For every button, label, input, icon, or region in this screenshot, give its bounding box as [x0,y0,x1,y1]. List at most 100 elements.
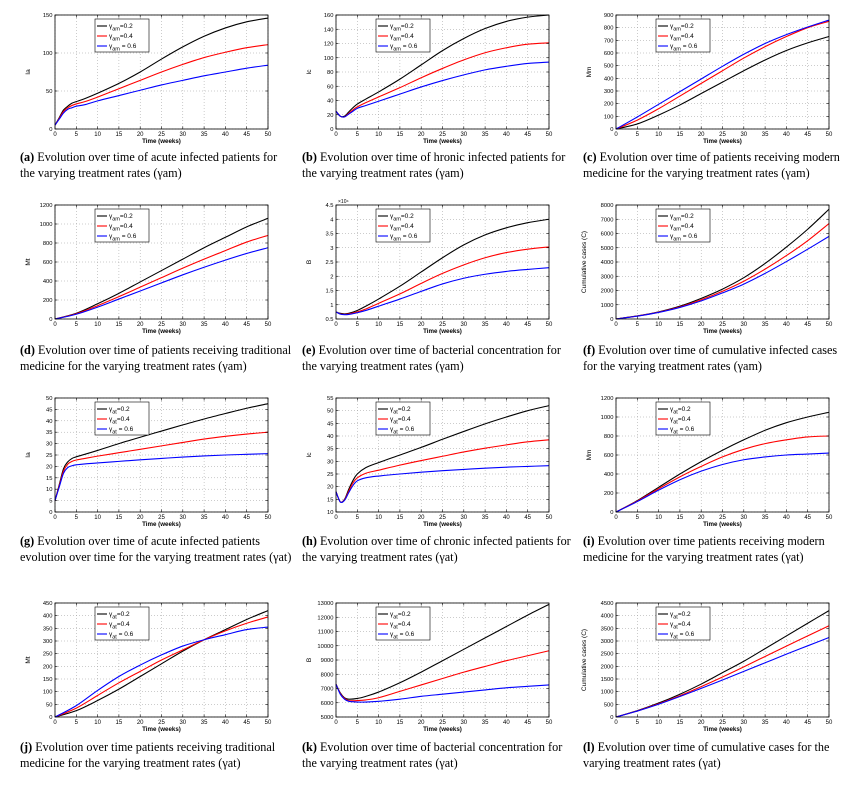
x-tick-label: 30 [460,132,467,138]
series-line-3 [54,453,269,501]
legend-entry-1: γam=0.2 [109,213,133,223]
caption-text: Evolution over time of cumulative infect… [583,343,838,373]
x-tick-label: 10 [94,322,101,328]
x-axis-label: Time (weeks) [423,521,462,528]
caption-k: (k) Evolution over time of bacterial con… [302,740,574,771]
x-tick-label: 45 [524,720,531,726]
x-tick-label: 20 [137,322,144,328]
y-tick-label: 12000 [317,615,333,621]
x-axis-label: Time (weeks) [142,328,181,335]
legend-entry-2: γat=0.4 [109,416,130,426]
y-tick-label: 6000 [321,701,334,707]
y-axis-label: B [306,658,313,662]
caption-i: (i) Evolution over time patients receivi… [583,534,853,565]
y-tick-label: 20 [327,485,333,491]
x-tick-label: 5 [356,132,360,138]
x-tick-label: 0 [53,720,57,726]
x-tick-label: 5 [636,132,640,138]
y-tick-label: 50 [46,396,52,402]
x-axis-label: Time (weeks) [423,328,462,335]
chart-panel-l: 0 5 10 15 20 25 30 35 40 45 50 0 500 1000 1500 2000 2500… [576,597,837,741]
y-tick-label: 5000 [321,715,334,721]
x-tick-label: 0 [334,720,338,726]
caption-label: (a) [20,150,35,164]
legend-entry-3: γam = 0.6 [390,233,418,243]
caption-label: (j) [20,740,33,754]
y-tick-label: 800 [43,241,53,247]
y-tick-label: 500 [604,64,614,70]
y-tick-label: 300 [43,639,53,645]
legend-entry-3: γam = 0.6 [670,43,698,53]
x-tick-label: 20 [418,322,425,328]
y-tick-label: 9000 [321,658,334,664]
y-tick-label: 4000 [601,614,614,620]
caption-c: (c) Evolution over time of patients rece… [583,150,853,181]
x-tick-label: 40 [222,322,229,328]
legend-entry-2: γat=0.4 [670,416,691,426]
series-line-1 [54,217,269,320]
chart-panel-e: 0 5 10 15 20 25 30 35 40 45 50 0.5 1 1.5 2 2.5 3 3.5 4 4.5 T… [296,199,557,343]
x-tick-label: 0 [334,322,338,328]
y-tick-label: 100 [324,56,334,62]
x-tick-label: 25 [439,515,446,521]
x-axis-label: Time (weeks) [703,138,742,145]
legend-entry-2: γam=0.4 [670,33,694,43]
x-axis-label: Time (weeks) [142,726,181,733]
x-tick-label: 30 [179,132,186,138]
x-tick-label: 5 [356,515,360,521]
y-tick-label: 7000 [321,687,334,693]
x-tick-label: 35 [201,720,208,726]
chart-panel-b: 0 5 10 15 20 25 30 35 40 45 50 0 20 40 60 80 100 120 140 16… [296,9,557,153]
legend-entry-1: γat=0.2 [670,611,691,621]
x-tick-label: 15 [397,132,404,138]
x-tick-label: 30 [179,720,186,726]
y-tick-label: 55 [327,396,333,402]
x-tick-label: 5 [75,515,79,521]
x-tick-label: 0 [53,515,57,521]
legend-entry-1: γam=0.2 [670,23,694,33]
x-tick-label: 0 [53,132,57,138]
y-tick-label: 30 [327,459,333,465]
y-axis-label: Mm [586,450,593,461]
x-tick-label: 30 [179,322,186,328]
legend-entry-2: γam=0.4 [109,223,133,233]
y-tick-label: 500 [604,702,614,708]
chart-a: 0 5 10 15 20 25 30 35 40 45 50 0 50 100 150 Time (weeks… [25,13,272,145]
y-tick-label: 13000 [317,601,333,607]
chart-e: 0 5 10 15 20 25 30 35 40 45 50 0.5 1 1.5 2 2.5 3 3.5 4 4.5 T… [306,199,553,335]
legend-entry-1: γat=0.2 [670,406,691,416]
caption-text: Evolution over time of patients receivin… [583,150,840,180]
x-tick-label: 20 [698,322,705,328]
y-tick-label: 15 [327,497,333,503]
series-line-3 [335,61,550,118]
caption-label: (h) [302,534,317,548]
legend-entry-1: γat=0.2 [109,406,130,416]
y-tick-label: 10 [46,487,52,493]
x-tick-label: 25 [158,132,165,138]
series-line-1 [335,405,550,503]
series-line-2 [54,44,269,126]
caption-text: Evolution over time patients receiving t… [20,740,276,770]
x-tick-label: 30 [740,132,747,138]
y-tick-label: 3.5 [325,232,333,238]
x-tick-label: 35 [482,720,489,726]
x-tick-label: 10 [375,515,382,521]
legend-entry-1: γam=0.2 [390,213,414,223]
x-tick-label: 20 [137,132,144,138]
chart-c: 0 5 10 15 20 25 30 35 40 45 5001002003004005006007… [586,13,833,145]
chart-panel-k: 0 5 10 15 20 25 30 35 40 45 50 5000 6000 7000 8000 9000… [296,597,557,741]
x-tick-label: 25 [158,515,165,521]
x-tick-label: 5 [75,322,79,328]
x-axis-label: Time (weeks) [703,726,742,733]
x-tick-label: 10 [375,322,382,328]
y-tick-label: 1200 [40,203,53,209]
legend-entry-2: γat=0.4 [390,416,411,426]
chart-panel-f: 0 5 10 15 20 25 30 35 40 45 50 0 1000 2000 3000 4000 500… [576,199,837,343]
y-tick-label: 2.5 [325,260,333,266]
y-tick-label: 15 [46,476,52,482]
series-line-1 [335,603,550,700]
